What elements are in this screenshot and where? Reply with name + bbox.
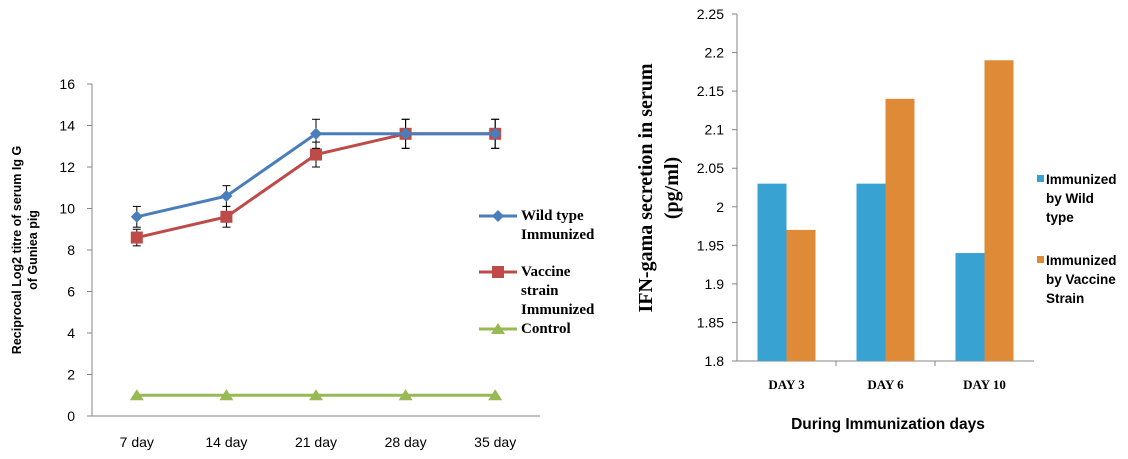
- x-tick-label: 21 day: [295, 434, 337, 450]
- y-axis-label-group: IFN-gama secretion in serum (pg/ml): [635, 63, 683, 312]
- y-axis-label-line: of Guniea pig: [26, 210, 40, 290]
- bar: [885, 98, 915, 362]
- legend-label: Immunized: [1046, 253, 1117, 268]
- y-tick-label: 4: [67, 325, 75, 341]
- legend-swatch: [1037, 256, 1044, 263]
- y-tick-label: 0: [67, 408, 75, 424]
- data-point: [489, 127, 502, 140]
- y-tick-label: 1.95: [697, 237, 724, 253]
- y-axis-label-line: IFN-gama secretion in serum: [635, 63, 657, 312]
- data-point: [130, 210, 143, 223]
- y-tick-label: 1.85: [697, 314, 724, 330]
- legend-swatch: [1037, 175, 1044, 182]
- data-point: [309, 389, 323, 401]
- data-point: [219, 389, 234, 401]
- y-tick-label: 2.2: [705, 45, 725, 61]
- y-tick-label: 10: [59, 201, 75, 217]
- x-tick-label: 35 day: [474, 434, 516, 450]
- data-point: [488, 389, 503, 401]
- legend-label: Strain: [1046, 291, 1084, 306]
- y-tick-label: 2.1: [705, 122, 725, 138]
- x-tick-label: 7 day: [120, 434, 154, 450]
- legend-label: Immunized: [521, 302, 595, 318]
- y-tick-label: 1.8: [705, 353, 725, 369]
- y-tick-label: 16: [59, 76, 75, 92]
- y-tick-label: 2.05: [697, 160, 724, 176]
- data-point: [130, 231, 143, 244]
- y-tick-label: 2.25: [697, 6, 724, 22]
- bar-series: [757, 183, 985, 361]
- x-tick-label: 14 day: [205, 434, 247, 450]
- legend-label: Immunized: [521, 227, 595, 243]
- y-tick-label: 14: [59, 118, 75, 134]
- legend-label: strain: [521, 283, 559, 299]
- legend-label: Vaccine: [521, 264, 571, 280]
- data-point: [220, 210, 233, 223]
- legend: Immunized by Wild type Immunized by Vaccine S…: [1037, 172, 1117, 306]
- data-point: [220, 190, 233, 203]
- legend-marker: [492, 210, 504, 222]
- bar: [856, 183, 886, 361]
- legend-marker: [492, 266, 504, 278]
- data-point: [399, 127, 412, 140]
- y-tick-label: 12: [59, 159, 75, 175]
- bar: [984, 60, 1014, 362]
- legend-label: Immunized: [1046, 172, 1117, 187]
- y-axis-label-line: (pg/ml): [661, 157, 683, 219]
- y-tick-label: 6: [67, 284, 75, 300]
- data-point: [310, 148, 322, 161]
- y-tick-label: 2: [716, 199, 724, 215]
- legend: Wild type Immunized Vaccine strain Immunized…: [479, 208, 595, 337]
- bar-chart: 1.8 1.85 1.9 1.95 2 2.05 2.1 2.15 2.2 2.25 DAY 3 DA…: [635, 6, 1117, 433]
- y-axis-label-line: Reciprocal Log2 titre of serum Ig G: [10, 146, 24, 354]
- y-tick-label: 1.9: [705, 276, 725, 292]
- bar-series: [786, 60, 1014, 362]
- data-point: [310, 127, 322, 140]
- x-tick-label: DAY 10: [963, 377, 1006, 392]
- line-chart: 0 2 4 6 8 10 12 14 16 7 day 14 day 21 day 28 day 35 d…: [10, 76, 595, 450]
- x-tick-label: 28 day: [385, 434, 427, 450]
- bar: [786, 229, 816, 361]
- legend-label: by Vaccine: [1046, 272, 1116, 287]
- bar: [757, 183, 787, 361]
- legend-label: Control: [521, 321, 571, 337]
- x-tick-label: DAY 6: [867, 377, 904, 392]
- x-tick-label: DAY 3: [768, 377, 805, 392]
- y-tick-label: 8: [67, 242, 75, 258]
- data-point: [398, 389, 413, 401]
- y-tick-label: 2.15: [697, 83, 724, 99]
- x-axis-label: During Immunization days: [791, 416, 985, 433]
- legend-label: type: [1046, 210, 1074, 225]
- series-triangle: [129, 389, 503, 401]
- bar: [955, 253, 985, 361]
- y-tick-label: 2: [67, 367, 75, 383]
- legend-label: Wild type: [521, 208, 584, 224]
- legend-label: by Wild: [1046, 191, 1094, 206]
- data-point: [129, 389, 144, 401]
- series-diamond: [130, 118, 502, 228]
- legend-marker: [491, 323, 505, 334]
